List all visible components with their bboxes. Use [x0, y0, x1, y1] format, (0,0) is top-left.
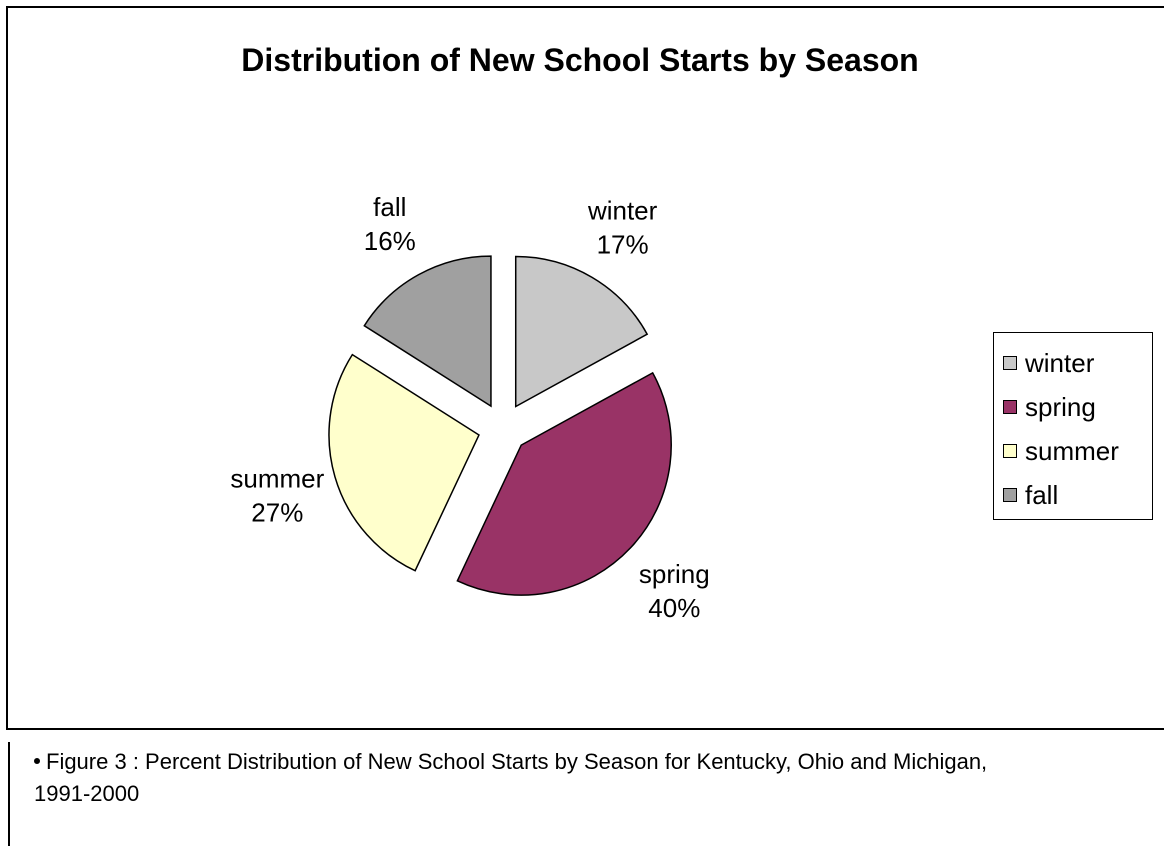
legend-label-spring: spring: [1025, 391, 1096, 422]
pie-slice-spring: [456, 371, 672, 596]
legend-label-fall: fall: [1025, 479, 1059, 510]
pie-chart: winter 17% spring 40% summer 27% fall 16%: [230, 192, 710, 623]
legend-swatch-winter: [1003, 356, 1017, 370]
pie-slice-fall: [363, 255, 492, 408]
slice-value-winter: 17%: [597, 230, 649, 260]
legend-item-winter: winter: [1003, 341, 1152, 385]
bullet-icon: [34, 758, 40, 765]
slice-value-spring: 40%: [648, 593, 700, 623]
figure-caption: Figure 3 : Percent Distribution of New S…: [34, 746, 1034, 810]
legend-swatch-fall: [1003, 488, 1017, 502]
legend-item-fall: fall: [1003, 473, 1152, 517]
legend-item-spring: spring: [1003, 385, 1152, 429]
slice-label-spring: spring: [639, 559, 710, 589]
caption-text: Figure 3 : Percent Distribution of New S…: [34, 749, 988, 806]
legend-swatch-spring: [1003, 400, 1017, 414]
pie-slice-winter: [514, 255, 649, 408]
chart-title: Distribution of New School Starts by Sea…: [241, 42, 919, 78]
slice-label-summer: summer: [230, 464, 324, 494]
slice-label-fall: fall: [373, 192, 406, 222]
legend-item-summer: summer: [1003, 429, 1152, 473]
caption-box: Figure 3 : Percent Distribution of New S…: [8, 742, 1158, 846]
slice-label-winter: winter: [587, 196, 658, 226]
pie-slice-summer: [328, 353, 480, 572]
chart-frame: [6, 6, 1164, 730]
slice-value-fall: 16%: [364, 226, 416, 256]
legend-label-winter: winter: [1025, 347, 1095, 378]
legend-swatch-summer: [1003, 444, 1017, 458]
legend: winter spring summer fall: [993, 332, 1153, 520]
legend-label-summer: summer: [1025, 435, 1119, 466]
slice-value-summer: 27%: [251, 498, 303, 528]
